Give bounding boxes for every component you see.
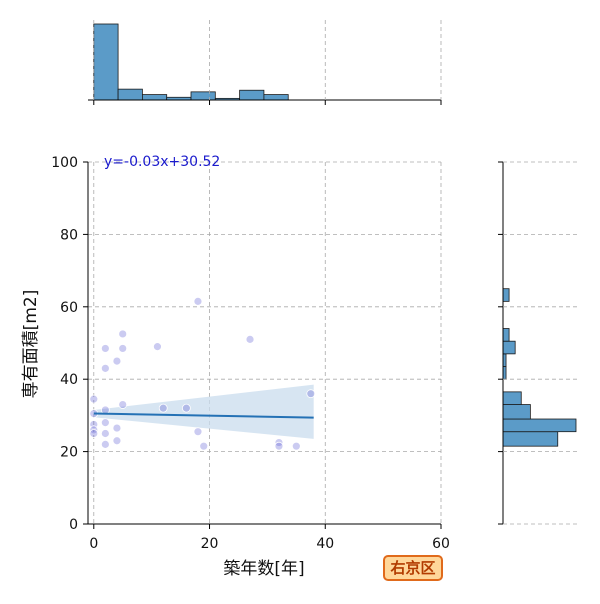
scatter-point: [181, 403, 191, 413]
y-marginal-histogram: [498, 161, 577, 525]
scatter-point: [158, 403, 168, 413]
x-axis-label: 築年数[年]: [223, 559, 304, 579]
scatter-points: [89, 296, 316, 451]
y-tick-label: 80: [60, 227, 78, 243]
scatter-point: [193, 296, 203, 306]
scatter-point: [89, 394, 99, 404]
scatter-point: [112, 356, 122, 366]
scatter-point: [199, 441, 209, 451]
x-tick-label: 0: [89, 536, 98, 552]
y-hist-bar: [502, 404, 531, 420]
axes: 0 20 40 60 0 20 40 60 80 100: [51, 155, 450, 552]
scatter-point: [153, 342, 162, 352]
ward-label-badge: 右京区: [383, 555, 443, 581]
regression-equation: y=-0.03x+30.52: [104, 154, 220, 170]
scatter-point: [274, 441, 284, 451]
scatter-point: [112, 423, 122, 433]
scatter-point: [100, 439, 110, 449]
confidence-band-area: [93, 384, 314, 439]
scatter-point: [118, 344, 128, 353]
x-hist-bar: [93, 23, 119, 101]
scatter-point: [306, 389, 316, 399]
y-tick-label: 20: [60, 445, 78, 461]
x-hist-bar: [263, 94, 289, 101]
y-hist-bar: [502, 391, 522, 405]
y-axis-label: 専有面積[m2]: [21, 290, 41, 399]
scatter-point: [100, 363, 110, 373]
scatter-point: [245, 334, 255, 344]
x-hist-bar: [239, 89, 265, 101]
y-tick-label: 40: [60, 372, 78, 388]
y-hist-bar: [502, 431, 559, 447]
y-hist-bar: [502, 340, 516, 355]
regression-line: [93, 412, 314, 419]
y-hist-bar: [502, 328, 510, 342]
scatter-point: [100, 344, 110, 353]
scatter-point: [118, 329, 128, 339]
x-tick-label: 20: [201, 536, 219, 552]
y-tick-label: 0: [69, 517, 78, 533]
scatter-point: [100, 418, 110, 428]
x-hist-bar: [190, 91, 216, 101]
x-tick-label: 60: [432, 536, 450, 552]
scatter-point: [100, 429, 110, 438]
scatter-point: [118, 400, 128, 409]
y-tick-label: 60: [60, 300, 78, 316]
regression-line-path: [93, 412, 314, 419]
x-hist-bar: [117, 88, 143, 101]
scatter-point: [193, 427, 203, 437]
confidence-band: [93, 384, 314, 439]
y-hist-bar: [502, 418, 577, 433]
y-tick-label: 100: [51, 155, 78, 171]
x-tick-label: 40: [316, 536, 334, 552]
scatter-point: [89, 429, 99, 438]
x-marginal-histogram: [88, 23, 442, 105]
y-hist-bar: [502, 288, 510, 302]
scatter-point: [112, 436, 122, 446]
x-hist-bar: [141, 94, 168, 101]
scatter-point: [291, 441, 301, 451]
